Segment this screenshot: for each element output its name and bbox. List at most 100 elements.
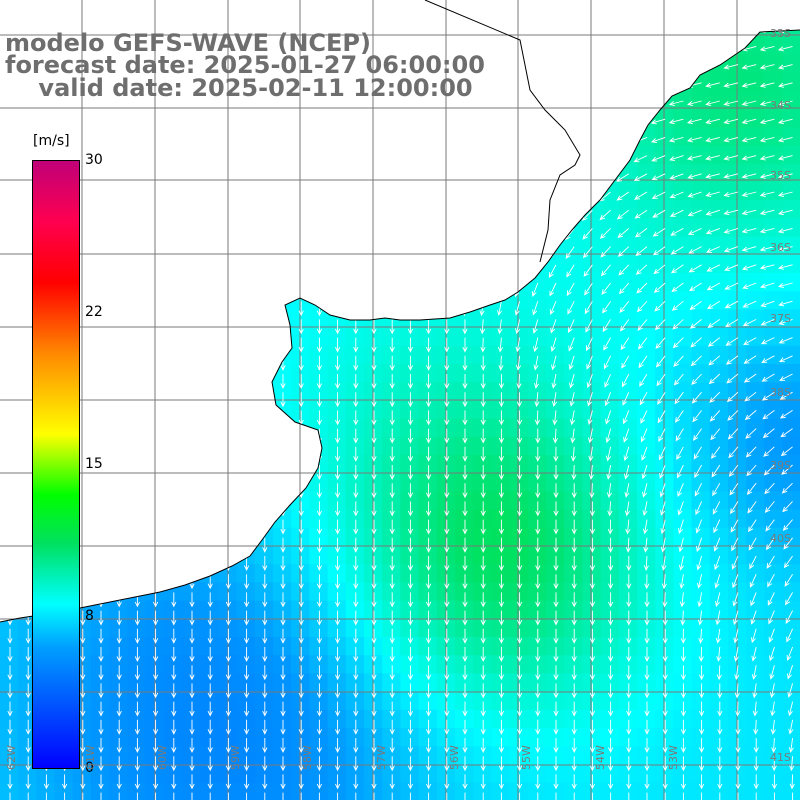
wind-arrow bbox=[331, 9, 339, 25]
speed-cell bbox=[527, 400, 547, 420]
wind-arrow bbox=[759, 246, 775, 252]
wind-arrow bbox=[533, 373, 540, 389]
speed-cell bbox=[546, 491, 565, 511]
wind-arrow bbox=[788, 737, 794, 753]
wind-arrow bbox=[152, 137, 159, 153]
speed-cell bbox=[182, 218, 201, 238]
wind-arrow bbox=[644, 647, 650, 663]
wind-arrow bbox=[316, 210, 323, 226]
wind-arrow bbox=[690, 337, 702, 348]
wind-arrow bbox=[732, 574, 739, 589]
speed-cell bbox=[0, 618, 19, 638]
speed-cell bbox=[509, 127, 529, 147]
speed-cell bbox=[764, 455, 784, 474]
wind-arrow bbox=[668, 27, 684, 34]
speed-cell bbox=[0, 582, 19, 602]
wind-arrow bbox=[705, 100, 720, 106]
speed-cell bbox=[637, 91, 656, 110]
speed-cell bbox=[764, 546, 784, 565]
speed-cell bbox=[600, 655, 620, 674]
wind-arrow bbox=[262, 537, 268, 553]
speed-cell bbox=[345, 200, 365, 219]
wind-arrow bbox=[516, 483, 523, 499]
wind-arrow bbox=[404, 119, 411, 134]
speed-cell bbox=[418, 764, 438, 784]
wind-arrow bbox=[693, 446, 702, 460]
speed-cell bbox=[655, 436, 674, 456]
wind-arrow bbox=[388, 173, 394, 189]
speed-cell bbox=[746, 564, 765, 583]
wind-arrow bbox=[406, 191, 412, 207]
speed-cell bbox=[109, 273, 128, 292]
wind-arrow bbox=[566, 264, 575, 278]
wind-arrow bbox=[425, 719, 432, 735]
wind-arrow bbox=[624, 501, 630, 517]
wind-arrow bbox=[389, 592, 395, 608]
wind-arrow bbox=[262, 556, 268, 572]
speed-cell bbox=[200, 637, 219, 656]
speed-cell bbox=[582, 364, 602, 383]
speed-cell bbox=[163, 0, 183, 19]
wind-arrow bbox=[652, 209, 666, 218]
speed-cell bbox=[418, 145, 438, 165]
wind-arrow bbox=[25, 264, 31, 280]
speed-cell bbox=[291, 109, 310, 128]
speed-cell bbox=[91, 673, 110, 693]
speed-cell bbox=[0, 655, 19, 674]
speed-cell bbox=[273, 764, 292, 784]
wind-arrow bbox=[516, 556, 523, 572]
wind-arrow bbox=[316, 483, 323, 499]
speed-cell bbox=[200, 527, 219, 547]
speed-cell bbox=[782, 127, 800, 147]
speed-cell bbox=[746, 218, 765, 238]
wind-arrow bbox=[80, 374, 86, 390]
wind-arrow bbox=[316, 501, 323, 517]
speed-cell bbox=[309, 564, 329, 583]
speed-cell bbox=[509, 418, 529, 438]
wind-arrow bbox=[316, 756, 323, 772]
wind-arrow bbox=[768, 610, 775, 625]
speed-cell bbox=[127, 728, 147, 747]
wind-arrow bbox=[171, 701, 177, 717]
wind-arrow bbox=[589, 665, 596, 681]
speed-cell bbox=[127, 473, 147, 492]
wind-arrow bbox=[769, 665, 775, 680]
speed-cell bbox=[655, 145, 674, 165]
wind-arrow bbox=[668, 9, 684, 15]
forecast-date: forecast date: 2025-01-27 06:00:00 bbox=[5, 51, 485, 79]
speed-cell bbox=[746, 455, 765, 474]
speed-cell bbox=[618, 509, 638, 529]
wind-arrow bbox=[698, 665, 705, 681]
wind-arrow bbox=[389, 392, 395, 408]
wind-arrow bbox=[152, 628, 159, 644]
speed-cell bbox=[546, 182, 565, 201]
wind-arrow bbox=[650, 82, 666, 88]
speed-cell bbox=[691, 54, 711, 74]
speed-cell bbox=[564, 309, 583, 329]
wind-arrow bbox=[80, 556, 86, 572]
wind-arrow bbox=[80, 10, 86, 26]
speed-cell bbox=[691, 382, 711, 401]
wind-arrow bbox=[436, 9, 448, 21]
wind-arrow bbox=[742, 318, 757, 327]
wind-arrow bbox=[717, 683, 723, 699]
wind-arrow bbox=[491, 100, 502, 113]
speed-cell bbox=[764, 309, 784, 329]
wind-arrow bbox=[571, 701, 577, 717]
speed-cell bbox=[473, 218, 492, 238]
wind-arrow bbox=[316, 337, 323, 353]
wind-arrow bbox=[566, 282, 575, 297]
speed-cell bbox=[600, 254, 620, 274]
wind-arrow bbox=[723, 64, 739, 70]
speed-cell bbox=[327, 273, 347, 292]
speed-cell bbox=[746, 72, 765, 92]
speed-cell bbox=[400, 127, 420, 147]
speed-cell bbox=[509, 18, 529, 37]
wind-arrow bbox=[388, 155, 394, 171]
speed-cell bbox=[455, 709, 474, 729]
wind-arrow bbox=[261, 9, 267, 26]
speed-cell bbox=[345, 418, 365, 438]
speed-cell bbox=[691, 455, 711, 474]
wind-arrow bbox=[425, 628, 432, 644]
speed-cell bbox=[91, 746, 110, 765]
